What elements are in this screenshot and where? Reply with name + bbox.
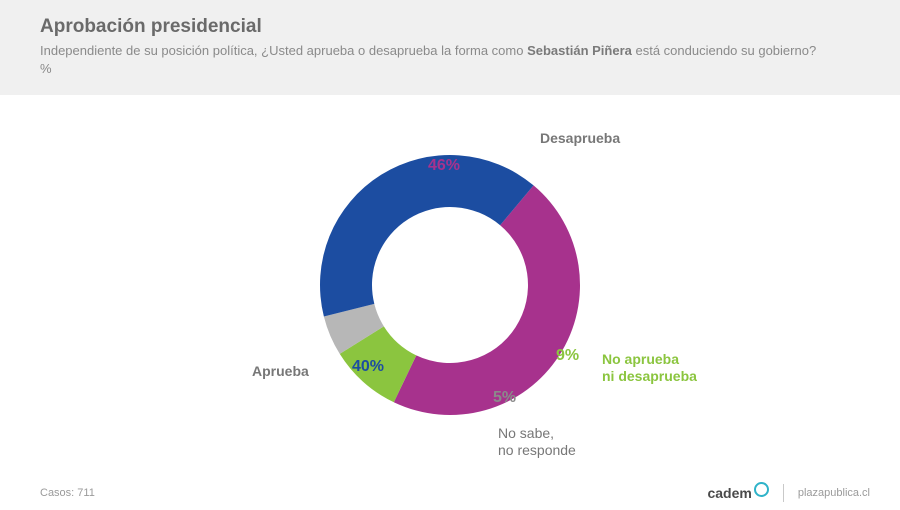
subtitle-pre: Independiente de su posición política, ¿… [40, 43, 527, 58]
site-label: plazapublica.cl [798, 487, 870, 499]
cases-label: Casos: 711 [40, 487, 95, 499]
chart-area: 46% Desaprueba 9% No apruebani desaprueba 5%… [0, 95, 900, 475]
footer-right: cadem plazapublica.cl [707, 484, 870, 502]
donut-chart [0, 95, 900, 475]
pct-aprueba: 40% [352, 358, 384, 376]
donut-segment-aprueba [320, 155, 534, 316]
label-desaprueba: Desaprueba [540, 130, 620, 147]
brand-logo: cadem [707, 485, 768, 501]
brand-text: cadem [707, 485, 751, 501]
donut-segment-desaprueba [394, 186, 580, 416]
page-subtitle: Independiente de su posición política, ¿… [40, 42, 820, 77]
footer: Casos: 711 cadem plazapublica.cl [0, 476, 900, 510]
header-band: Aprobación presidencial Independiente de… [0, 0, 900, 95]
pct-no_aprueba_ni: 9% [556, 347, 579, 365]
brand-bubble-icon [754, 482, 769, 497]
pct-desaprueba: 46% [428, 157, 460, 175]
label-no_sabe: No sabe,no responde [498, 425, 576, 459]
label-aprueba: Aprueba [252, 363, 309, 380]
page-title: Aprobación presidencial [40, 16, 860, 38]
pct-no_sabe: 5% [493, 389, 516, 407]
label-no_aprueba_ni: No apruebani desaprueba [602, 351, 697, 385]
footer-separator [783, 484, 784, 502]
subtitle-bold: Sebastián Piñera [527, 43, 632, 58]
